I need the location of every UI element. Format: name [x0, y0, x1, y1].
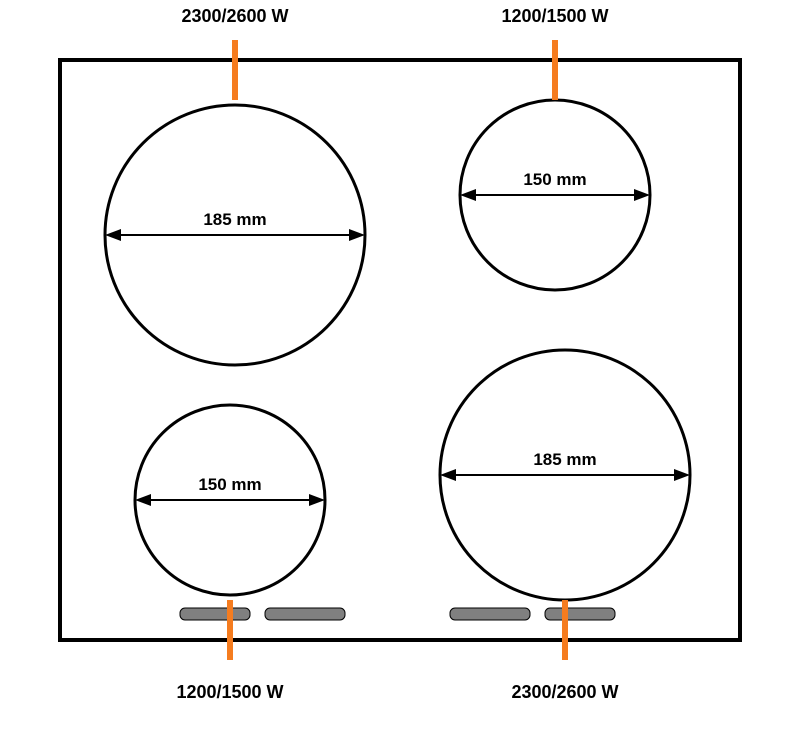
- svg-text:150 mm: 150 mm: [523, 170, 586, 189]
- power-label-top-right: 1200/1500 W: [501, 6, 608, 27]
- svg-text:185 mm: 185 mm: [203, 210, 266, 229]
- power-label-bottom-right: 2300/2600 W: [511, 682, 618, 703]
- diagram-svg: 185 mm 150 mm 150 mm 185 mm: [0, 0, 800, 735]
- power-label-top-left: 2300/2600 W: [181, 6, 288, 27]
- power-label-bottom-left: 1200/1500 W: [176, 682, 283, 703]
- cooktop-diagram: 185 mm 150 mm 150 mm 185 mm 2300/2600 W 120…: [0, 0, 800, 735]
- svg-text:150 mm: 150 mm: [198, 475, 261, 494]
- svg-text:185 mm: 185 mm: [533, 450, 596, 469]
